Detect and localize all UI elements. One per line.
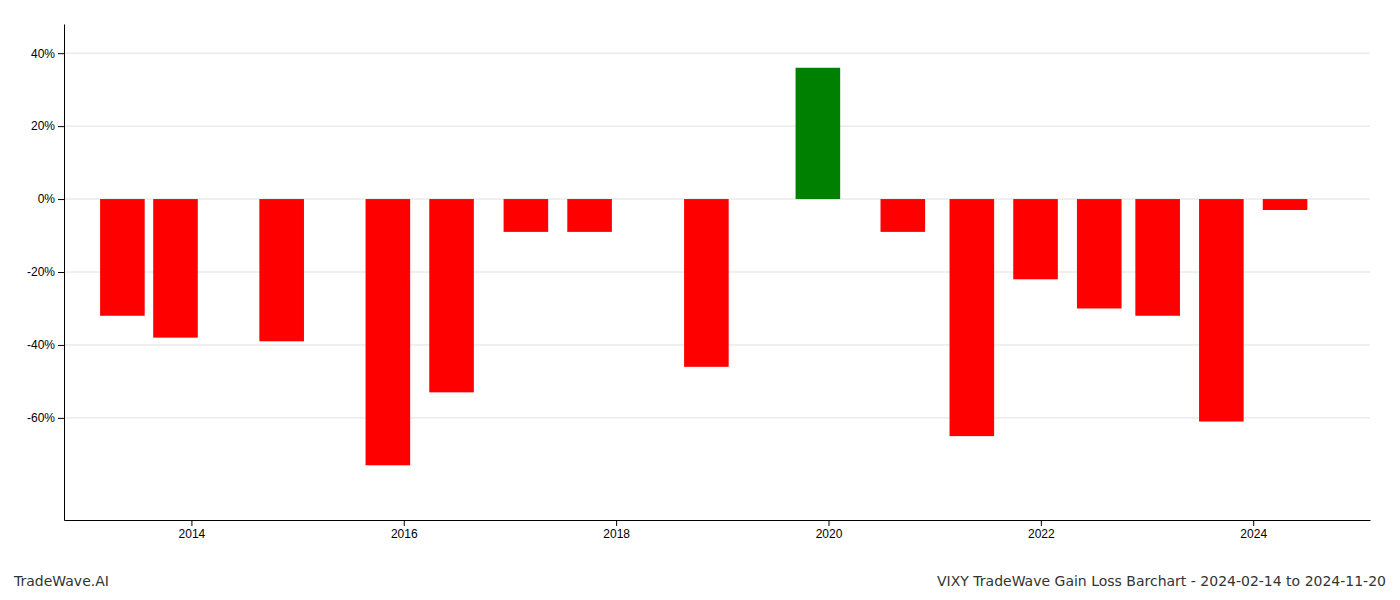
bar (504, 199, 549, 232)
x-axis: 2014 2016 2018 2020 2022 2024 (65, 520, 1371, 541)
y-tick-mark (58, 53, 64, 54)
y-tick-label: 20% (31, 119, 55, 133)
bar (259, 199, 304, 341)
bar (684, 199, 729, 367)
y-axis: -60% -40% -20% 0% 20% 40% (27, 25, 65, 521)
x-tick-mark (191, 520, 192, 526)
x-tick-label: 2022 (1028, 527, 1055, 541)
y-tick-label: 0% (38, 192, 56, 206)
y-tick-label: -60% (27, 411, 55, 425)
x-tick: 2022 (1028, 520, 1055, 541)
x-tick-label: 2018 (603, 527, 630, 541)
x-tick: 2016 (391, 520, 418, 541)
x-tick: 2018 (603, 520, 630, 541)
x-tick: 2014 (179, 520, 206, 541)
y-tick-mark (58, 199, 64, 200)
bar (366, 199, 411, 465)
y-tick: 0% (38, 192, 64, 206)
y-tick-mark (58, 272, 64, 273)
y-tick: -40% (27, 338, 64, 352)
y-tick: 20% (31, 119, 64, 133)
title: VIXY TradeWave Gain Loss Barchart - 2024… (937, 573, 1386, 589)
y-tick-label: -20% (27, 265, 55, 279)
x-tick-mark (828, 520, 829, 526)
bar (153, 199, 198, 338)
x-tick-label: 2016 (391, 527, 418, 541)
x-tick-mark (1253, 520, 1254, 526)
y-axis-line (64, 25, 65, 521)
x-tick: 2024 (1240, 520, 1267, 541)
y-tick: -20% (27, 265, 64, 279)
y-tick-mark (58, 345, 64, 346)
x-tick-label: 2014 (179, 527, 206, 541)
bar (1135, 199, 1180, 316)
y-tick-label: -40% (27, 338, 55, 352)
x-tick-label: 2024 (1240, 527, 1267, 541)
bars (100, 68, 1307, 466)
bar (100, 199, 145, 316)
x-tick-mark (1041, 520, 1042, 526)
bar (567, 199, 612, 232)
grid (64, 53, 1370, 418)
x-axis-line (65, 520, 1371, 521)
bar (950, 199, 995, 436)
bar (1263, 199, 1308, 210)
bar (1077, 199, 1122, 308)
bar (429, 199, 474, 392)
x-tick-label: 2020 (816, 527, 843, 541)
grid-line (64, 417, 1370, 418)
plot-area: -60% -40% -20% 0% 20% 40% 2014 2016 2018 2020 2022… (27, 25, 1371, 541)
x-tick-mark (404, 520, 405, 526)
grid-line (64, 53, 1370, 54)
x-tick: 2020 (816, 520, 843, 541)
y-tick: -60% (27, 411, 64, 425)
bar (1199, 199, 1244, 421)
y-tick-mark (58, 418, 64, 419)
y-tick-label: 40% (31, 47, 55, 61)
grid-line (64, 126, 1370, 127)
bar (796, 68, 841, 199)
y-tick: 40% (31, 47, 64, 61)
chart: -60% -40% -20% 0% 20% 40% 2014 2016 2018 2020 2022… (0, 0, 1400, 600)
bar (1013, 199, 1058, 279)
x-tick-mark (616, 520, 617, 526)
watermark: TradeWave.AI (13, 573, 109, 589)
y-tick-mark (58, 126, 64, 127)
bar (881, 199, 926, 232)
